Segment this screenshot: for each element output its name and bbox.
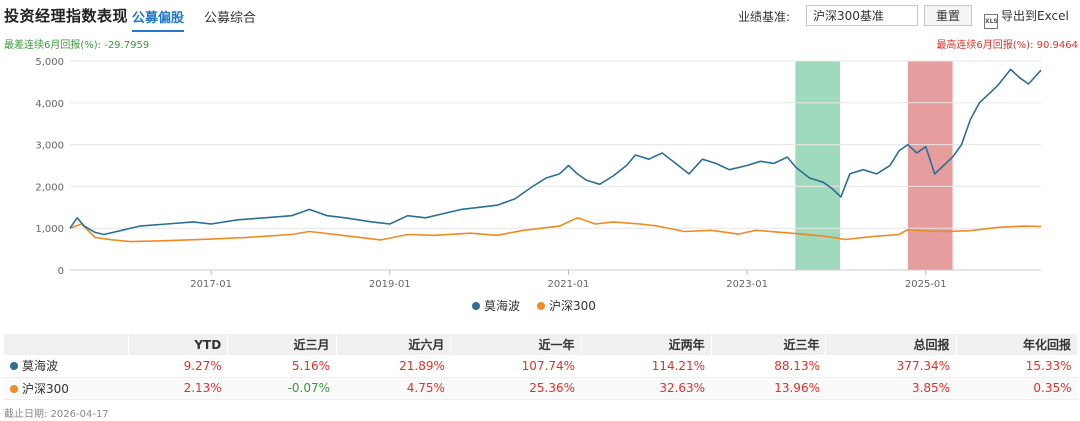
- tab-public-equity[interactable]: 公募偏股: [132, 7, 185, 32]
- worst-6m-band: [795, 61, 841, 270]
- cell-ytd: 2.13%: [128, 377, 228, 400]
- cell-3y: 13.96%: [711, 377, 826, 400]
- legend-dot-icon: [537, 302, 545, 310]
- export-label: 导出到Excel: [1001, 9, 1069, 23]
- cell-2y: 114.21%: [581, 355, 712, 378]
- cell-6m: 21.89%: [336, 355, 451, 378]
- y-tick-label: 2,000: [35, 182, 64, 193]
- y-tick-label: 1,000: [35, 224, 64, 235]
- page-title: 投资经理指数表现: [4, 7, 129, 25]
- cell-total: 3.85%: [825, 377, 957, 400]
- row-name: 莫海波: [4, 355, 128, 378]
- y-tick-label: 0: [58, 266, 64, 277]
- best-6m-return: 最高连续6月回报(%): 90.9464: [936, 40, 1078, 51]
- worst-6m-return: 最差连续6月回报(%): -29.7959: [4, 40, 150, 51]
- table-header-1y: 近一年: [450, 334, 582, 355]
- table-header-row: YTD 近三月 近六月 近一年 近两年 近三年 总回报 年化回报: [4, 334, 1079, 355]
- cell-1y: 107.74%: [450, 355, 581, 378]
- performance-chart: 0 1,000 2,000 3,000 4,000 5,000 2017-01 2019-01…: [35, 57, 1042, 313]
- y-tick-label: 3,000: [35, 141, 64, 152]
- cell-annual: 0.35%: [956, 377, 1078, 400]
- table-row: 沪深300 2.13% -0.07% 4.75% 25.36% 32.63% 13.96% 3…: [4, 377, 1078, 400]
- xls-file-icon: XLS: [984, 14, 998, 29]
- cell-total: 377.34%: [825, 355, 957, 378]
- series-dot-icon: [10, 362, 18, 371]
- best-6m-band: [907, 61, 953, 270]
- cell-annual: 15.33%: [956, 355, 1078, 378]
- cell-2y: 32.63%: [581, 377, 712, 400]
- x-tick-label: 2025-01: [905, 279, 947, 290]
- table-header-annual: 年化回报: [956, 334, 1079, 355]
- x-tick-label: 2021-01: [548, 279, 590, 290]
- table-header-name: [4, 334, 129, 355]
- series-line-benchmark: [69, 217, 1042, 243]
- series-line-manager: [69, 68, 1042, 236]
- export-excel-button[interactable]: XLS 导出到Excel: [984, 7, 1069, 29]
- benchmark-input[interactable]: [806, 5, 918, 26]
- x-tick-label: 2023-01: [726, 279, 768, 290]
- series-dot-icon: [10, 384, 18, 393]
- row-name: 沪深300: [4, 377, 128, 400]
- benchmark-label: 业绩基准:: [738, 10, 791, 24]
- reset-button[interactable]: 重置: [924, 5, 972, 26]
- cell-ytd: 9.27%: [128, 355, 228, 378]
- row-name-label: 沪深300: [22, 381, 69, 396]
- table-header-3m: 近三月: [227, 334, 337, 355]
- table-header-6m: 近六月: [336, 334, 452, 355]
- cell-6m: 4.75%: [336, 377, 451, 400]
- cell-3m: 5.16%: [227, 355, 337, 378]
- cell-1y: 25.36%: [450, 377, 581, 400]
- cell-3m: -0.07%: [227, 377, 337, 400]
- legend-label: 莫海波: [484, 298, 520, 313]
- table-header-total: 总回报: [825, 334, 957, 355]
- table-header-3y: 近三年: [711, 334, 827, 355]
- tab-public-composite[interactable]: 公募综合: [204, 11, 257, 26]
- table-header-2y: 近两年: [581, 334, 712, 355]
- x-tick-label: 2019-01: [369, 279, 411, 290]
- table-row: 莫海波 9.27% 5.16% 21.89% 107.74% 114.21% 88.13% 3…: [4, 355, 1078, 378]
- legend-dot-icon: [472, 302, 480, 310]
- legend-label: 沪深300: [549, 299, 596, 313]
- row-name-label: 莫海波: [22, 359, 59, 374]
- cell-3y: 88.13%: [711, 355, 826, 378]
- performance-table: YTD 近三月 近六月 近一年 近两年 近三年 总回报 年化回报 莫海波 9.27…: [4, 334, 1079, 400]
- as-of-date: 截止日期: 2026-04-17: [4, 409, 109, 420]
- y-tick-label: 5,000: [35, 57, 64, 68]
- y-tick-label: 4,000: [35, 99, 64, 110]
- x-tick-label: 2017-01: [190, 279, 232, 290]
- table-header-ytd: YTD: [128, 334, 229, 355]
